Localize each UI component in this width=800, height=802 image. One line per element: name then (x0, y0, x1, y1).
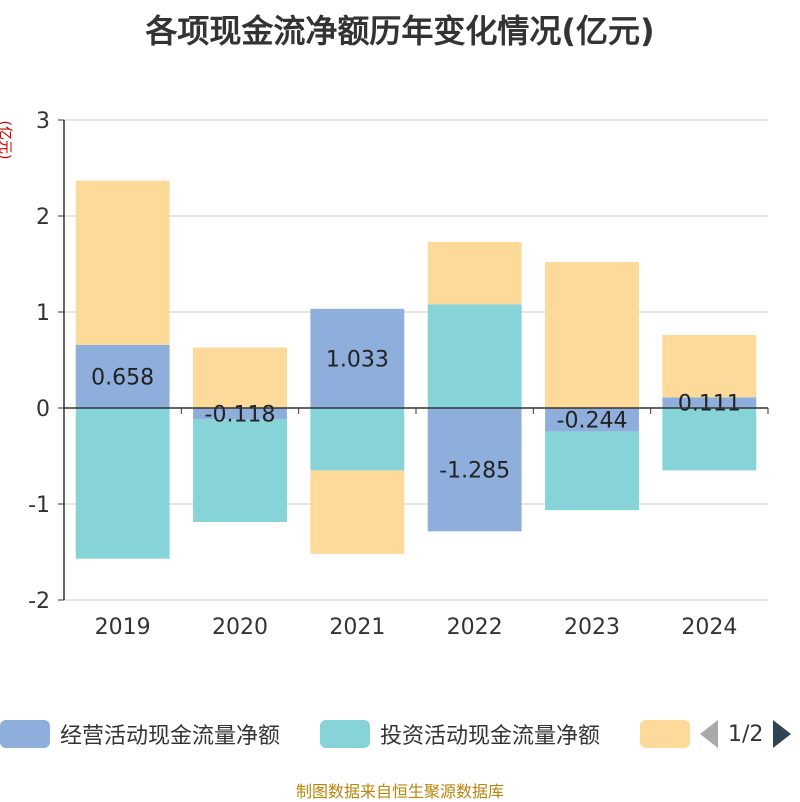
bar-s0-2021 (310, 308, 405, 408)
bar-s1-2024 (662, 408, 757, 471)
y-tick-label: 1 (36, 301, 50, 326)
bar-s2-2023 (545, 262, 639, 408)
chart-area: -2 -1 0 1 2 3 0.658 -0.118 1.033 -1.285 -0.244 0.11… (28, 109, 769, 640)
bar-s0-2023 (545, 408, 639, 432)
data-label: 1.033 (326, 347, 389, 372)
legend-swatch-investing (320, 720, 370, 748)
data-label: -0.118 (205, 403, 276, 428)
triangle-right-icon[interactable] (773, 720, 792, 748)
y-tick-label: 0 (36, 397, 50, 422)
bar-s1-2019 (75, 408, 170, 559)
data-label: 0.658 (91, 365, 154, 390)
bar-s1-2020 (193, 419, 287, 523)
data-label: -0.244 (557, 409, 628, 434)
x-tick-label: 2021 (329, 615, 385, 640)
x-tick-label: 2020 (212, 615, 268, 640)
legend-swatch-operating (0, 720, 50, 748)
y-tick-label: 3 (36, 109, 50, 134)
legend-label-investing: 投资活动现金流量净额 (380, 724, 601, 749)
x-tick-label: 2022 (447, 615, 503, 640)
bar-s0-2019 (75, 344, 170, 408)
legend-item-investing[interactable]: 投资活动现金流量净额 (320, 716, 600, 752)
bar-s2-2022 (427, 241, 522, 305)
bar-s2-2020 (193, 347, 287, 408)
chart-title: 各项现金流净额历年变化情况(亿元) (145, 12, 655, 50)
bar-s1-2022 (427, 304, 522, 408)
x-tick-label: 2019 (95, 615, 151, 640)
bar-s1-2021 (310, 408, 405, 471)
legend: 经营活动现金流量净额 投资活动现金流量净额 1/2 (0, 716, 800, 756)
x-tick-label: 2024 (681, 615, 737, 640)
bar-s0-2022 (427, 408, 522, 532)
data-label: 0.111 (678, 392, 741, 417)
bar-s2-2019 (75, 180, 170, 345)
bar-s2-2024 (662, 334, 757, 398)
y-tick-label: -1 (28, 493, 50, 518)
triangle-left-icon[interactable] (700, 720, 718, 748)
bar-s0-2020 (193, 408, 287, 420)
legend-swatch-financing (640, 720, 690, 748)
legend-item-financing[interactable] (640, 716, 700, 752)
data-label: -1.285 (439, 459, 510, 484)
legend-pager: 1/2 (700, 720, 792, 748)
bar-s1-2023 (545, 431, 639, 511)
y-tick-label: -2 (28, 589, 50, 614)
y-tick-label: 2 (36, 205, 50, 230)
legend-item-operating[interactable]: 经营活动现金流量净额 (0, 716, 280, 752)
source-note: 制图数据来自恒生聚源数据库 (295, 782, 504, 801)
x-tick-label: 2023 (564, 615, 620, 640)
legend-page-indicator: 1/2 (728, 721, 764, 747)
bar-s2-2021 (310, 470, 405, 554)
legend-label-operating: 经营活动现金流量净额 (60, 724, 281, 749)
bar-s0-2024 (662, 397, 757, 408)
